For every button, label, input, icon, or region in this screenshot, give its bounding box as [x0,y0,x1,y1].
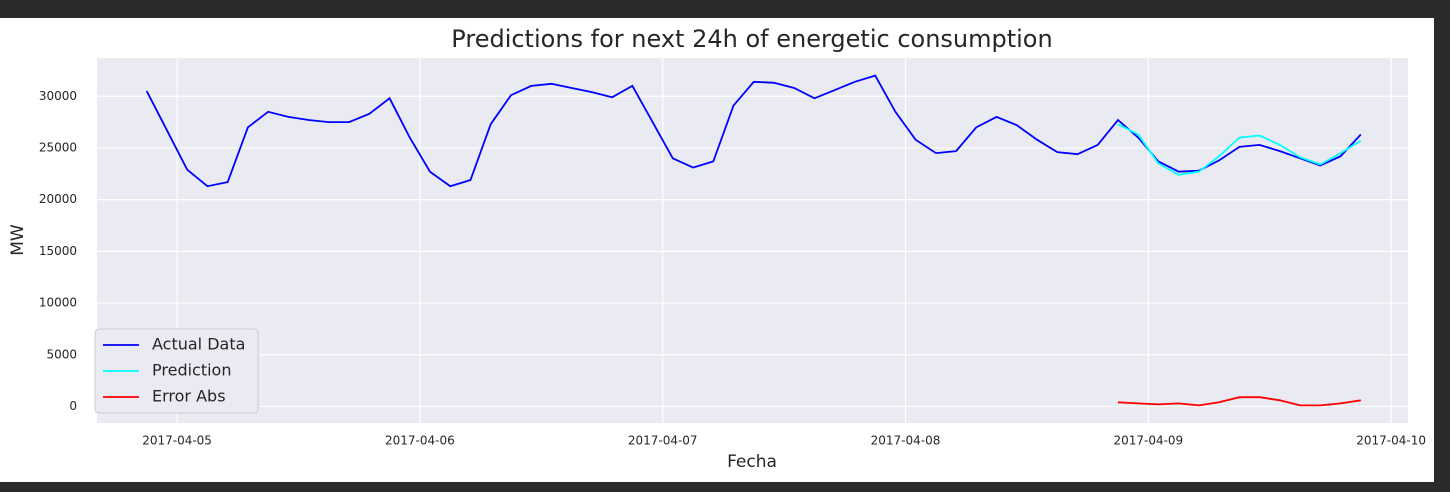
x-tick-label: 2017-04-09 [1113,434,1183,448]
series-line [145,74,1362,188]
x-tick-label: 2017-04-06 [385,434,455,448]
legend-label: Error Abs [152,387,226,406]
chart-title: Predictions for next 24h of energetic co… [451,25,1052,53]
y-tick-label: 10000 [39,296,77,310]
legend-box [94,328,259,414]
legend-label: Actual Data [152,335,245,354]
series-line [1117,396,1361,407]
legend-label: Prediction [152,361,231,380]
y-tick-label: 30000 [39,89,77,103]
y-tick-label: 25000 [39,140,77,154]
y-axis-label: MW [8,224,28,256]
y-tick-label: 0 [69,399,77,413]
x-axis-label: Fecha [727,452,777,472]
x-tick-label: 2017-04-08 [871,434,941,448]
x-tick-label: 2017-04-07 [628,434,698,448]
y-tick-label: 15000 [39,244,77,258]
y-tick-label: 20000 [39,192,77,206]
series-line [1117,123,1362,176]
plot-background [97,58,1408,423]
x-tick-label: 2017-04-10 [1356,434,1426,448]
x-tick-label: 2017-04-05 [142,434,212,448]
y-tick-label: 5000 [46,347,77,361]
